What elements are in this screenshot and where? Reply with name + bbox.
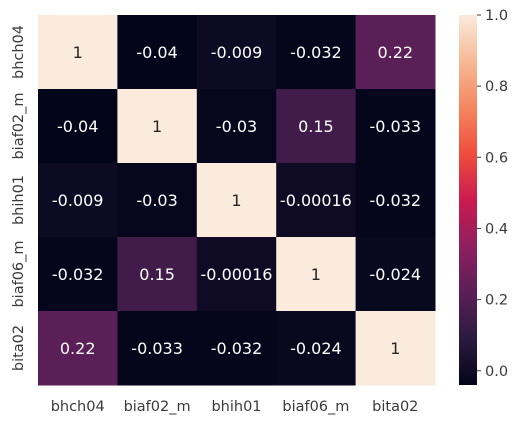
y-tick-label: bhih01 bbox=[11, 175, 27, 225]
heatmap-cell-0-1 bbox=[117, 15, 198, 90]
cell-annotation: 0.22 bbox=[60, 339, 96, 358]
cell-annotation: 1 bbox=[390, 339, 400, 358]
cell-annotation: 1 bbox=[311, 265, 321, 284]
heatmap-cell-3-1 bbox=[117, 237, 198, 312]
heatmap-cells bbox=[38, 15, 436, 386]
heatmap-cell-4-1 bbox=[117, 311, 198, 386]
cell-annotation: -0.024 bbox=[290, 339, 342, 358]
heatmap-cell-0-4 bbox=[355, 15, 436, 90]
cell-annotation: -0.033 bbox=[370, 117, 422, 136]
heatmap-cell-1-4 bbox=[355, 89, 436, 164]
heatmap-cell-2-0 bbox=[38, 163, 118, 238]
heatmap-cell-0-3 bbox=[276, 15, 357, 90]
colorbar-tick-label: 0.0 bbox=[485, 364, 508, 380]
cell-annotation: -0.032 bbox=[370, 191, 422, 210]
heatmap-cell-0-2 bbox=[196, 15, 277, 90]
cell-annotation: 1 bbox=[231, 191, 241, 210]
colorbar-tick-label: 0.4 bbox=[485, 221, 508, 237]
cell-annotation: 0.15 bbox=[298, 117, 334, 136]
heatmap-cell-4-0 bbox=[38, 311, 118, 386]
cell-annotation: -0.00016 bbox=[280, 191, 352, 210]
x-axis-tick-labels: bhch04 biaf02_m bhih01 biaf06_m bita02 bbox=[51, 399, 419, 415]
cell-annotation: -0.04 bbox=[57, 117, 98, 136]
y-tick-label: bhch04 bbox=[11, 25, 27, 79]
heatmap-cell-2-4 bbox=[355, 163, 436, 238]
y-tick-label: biaf02_m bbox=[11, 92, 27, 159]
x-tick-label: biaf06_m bbox=[282, 399, 349, 415]
x-tick-label: bhch04 bbox=[51, 399, 105, 415]
heatmap-cell-2-3 bbox=[276, 163, 357, 238]
cell-annotation: -0.00016 bbox=[201, 265, 273, 284]
cell-annotation: 1 bbox=[73, 43, 83, 62]
heatmap-cell-1-2 bbox=[196, 89, 277, 164]
heatmap-cell-3-4 bbox=[355, 237, 436, 312]
colorbar-tick-label: 1.0 bbox=[485, 8, 508, 24]
heatmap-annotations: 1 -0.04 -0.009 -0.032 0.22 -0.04 1 -0.03 0.15 -0.… bbox=[52, 43, 421, 358]
cell-annotation: 0.22 bbox=[377, 43, 413, 62]
x-tick-label: biaf02_m bbox=[124, 399, 191, 415]
heatmap-cell-1-0 bbox=[38, 89, 118, 164]
y-axis-tick-labels: bhch04 biaf02_m bhih01 biaf06_m bita02 bbox=[11, 25, 27, 371]
heatmap-cell-4-2 bbox=[196, 311, 277, 386]
cell-annotation: -0.04 bbox=[136, 43, 177, 62]
cell-annotation: -0.009 bbox=[211, 43, 263, 62]
heatmap-cell-2-1 bbox=[117, 163, 198, 238]
x-tick-label: bita02 bbox=[372, 399, 418, 415]
cell-annotation: -0.03 bbox=[216, 117, 257, 136]
cell-annotation: -0.033 bbox=[131, 339, 183, 358]
heatmap-cell-3-2 bbox=[196, 237, 277, 312]
colorbar: 0.0 0.2 0.4 0.6 0.8 1.0 bbox=[459, 8, 508, 385]
cell-annotation: -0.024 bbox=[370, 265, 422, 284]
cell-annotation: 0.15 bbox=[139, 265, 175, 284]
heatmap-cell-3-0 bbox=[38, 237, 118, 312]
heatmap-cell-2-2 bbox=[196, 163, 277, 238]
heatmap-cell-3-3 bbox=[276, 237, 357, 312]
cell-annotation: -0.032 bbox=[211, 339, 263, 358]
heatmap-cell-4-3 bbox=[276, 311, 357, 386]
colorbar-tick-label: 0.2 bbox=[485, 293, 508, 309]
heatmap-cell-4-4 bbox=[355, 311, 436, 386]
colorbar-gradient bbox=[459, 15, 477, 385]
cell-annotation: 1 bbox=[152, 117, 162, 136]
y-tick-label: bita02 bbox=[11, 325, 27, 371]
heatmap-cell-0-0 bbox=[38, 15, 118, 90]
cell-annotation: -0.032 bbox=[290, 43, 342, 62]
cell-annotation: -0.009 bbox=[52, 191, 104, 210]
colorbar-tick-label: 0.6 bbox=[485, 150, 508, 166]
cell-annotation: -0.03 bbox=[136, 191, 177, 210]
colorbar-tick-label: 0.8 bbox=[485, 79, 508, 95]
heatmap-cell-1-3 bbox=[276, 89, 357, 164]
cell-annotation: -0.032 bbox=[52, 265, 104, 284]
x-tick-label: bhih01 bbox=[211, 399, 261, 415]
heatmap-cell-1-1 bbox=[117, 89, 198, 164]
y-tick-label: biaf06_m bbox=[11, 240, 27, 307]
